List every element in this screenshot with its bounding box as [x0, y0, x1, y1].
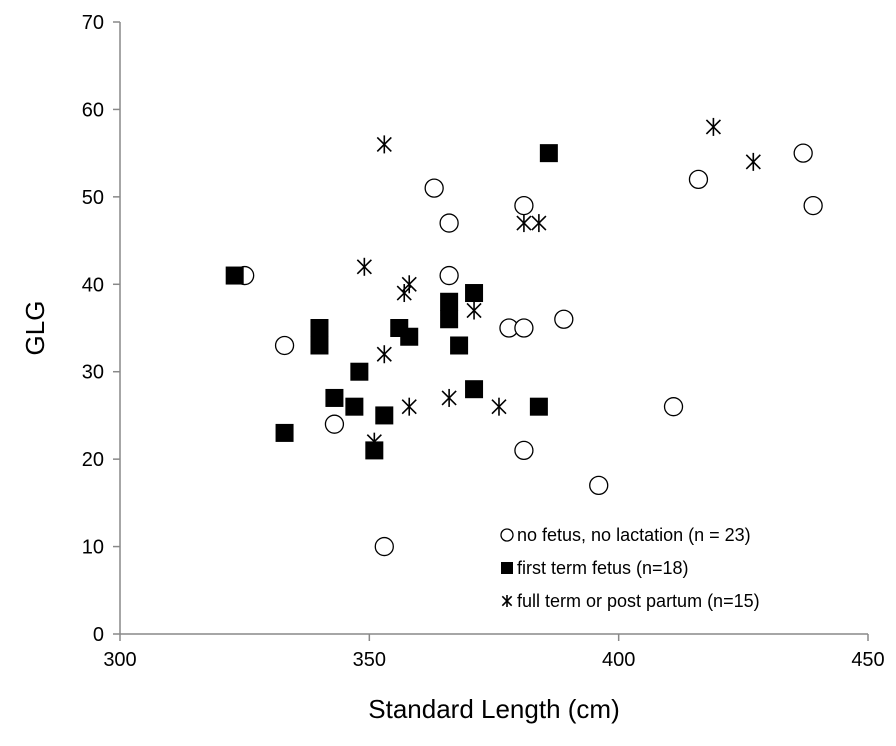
data-point [589, 475, 609, 496]
series-1 [235, 143, 823, 557]
y-tick-label: 0 [93, 624, 104, 646]
legend-item: first term fetus (n=18) [501, 558, 689, 578]
y-tick-label: 50 [82, 187, 104, 209]
data-point [350, 362, 369, 381]
data-point [375, 406, 394, 425]
data-point [440, 292, 459, 311]
data-point [356, 257, 372, 276]
x-tick-label: 400 [602, 649, 635, 671]
data-point [324, 414, 345, 434]
data-point [400, 327, 419, 346]
axes: 0 10 20 30 40 50 60 70 300 350 400 450 [82, 12, 885, 671]
data-point [539, 144, 558, 163]
x-tick-label: 300 [103, 649, 136, 671]
legend: no fetus, no lactation (n = 23) first ter… [500, 525, 760, 611]
series-3 [356, 117, 761, 451]
legend-marker [501, 595, 513, 607]
data-point [466, 301, 482, 320]
data-point [465, 380, 484, 399]
data-point [514, 318, 534, 338]
y-tick-label: 30 [82, 362, 104, 384]
data-point [705, 117, 721, 136]
legend-label: first term fetus (n=18) [517, 558, 689, 578]
data-point [439, 213, 459, 233]
data-point [366, 432, 382, 451]
data-point [424, 178, 444, 198]
data-point [376, 345, 392, 364]
data-point [274, 335, 295, 356]
data-point [514, 440, 534, 461]
data-point [374, 536, 394, 557]
y-tick-label: 40 [82, 274, 104, 296]
data-point [441, 388, 457, 407]
data-point [465, 284, 484, 303]
data-point [554, 309, 574, 329]
data-point [325, 388, 344, 407]
x-tick-label: 450 [851, 649, 884, 671]
legend-marker [500, 528, 514, 542]
data-point [516, 214, 532, 233]
y-tick-label: 20 [82, 449, 104, 471]
legend-item: full term or post partum (n=15) [501, 591, 760, 611]
data-point [531, 214, 547, 233]
data-point [345, 397, 364, 416]
data-points [225, 117, 823, 557]
data-point [745, 152, 761, 171]
data-point [275, 423, 294, 442]
x-tick-label: 350 [353, 649, 386, 671]
data-point [310, 319, 329, 337]
data-point [450, 336, 469, 355]
data-point [310, 336, 329, 355]
data-point [440, 310, 459, 329]
data-point [401, 275, 417, 294]
data-point [225, 266, 244, 285]
y-axis-label: GLG [20, 301, 50, 356]
x-axis-label: Standard Length (cm) [368, 694, 619, 724]
y-tick-label: 70 [82, 12, 104, 34]
data-point [401, 397, 417, 416]
data-point [688, 169, 709, 190]
data-point [529, 397, 548, 416]
data-point [793, 143, 813, 163]
data-point [439, 265, 459, 286]
data-point [376, 135, 392, 154]
legend-item: no fetus, no lactation (n = 23) [500, 525, 751, 545]
y-tick-label: 10 [82, 537, 104, 559]
legend-marker [501, 562, 513, 574]
legend-label: no fetus, no lactation (n = 23) [517, 525, 751, 545]
legend-label: full term or post partum (n=15) [517, 591, 760, 611]
series-2 [225, 144, 558, 460]
y-tick-label: 60 [82, 99, 104, 121]
data-point [663, 397, 684, 417]
data-point [514, 195, 534, 216]
data-point [803, 195, 823, 216]
data-point [491, 397, 507, 416]
